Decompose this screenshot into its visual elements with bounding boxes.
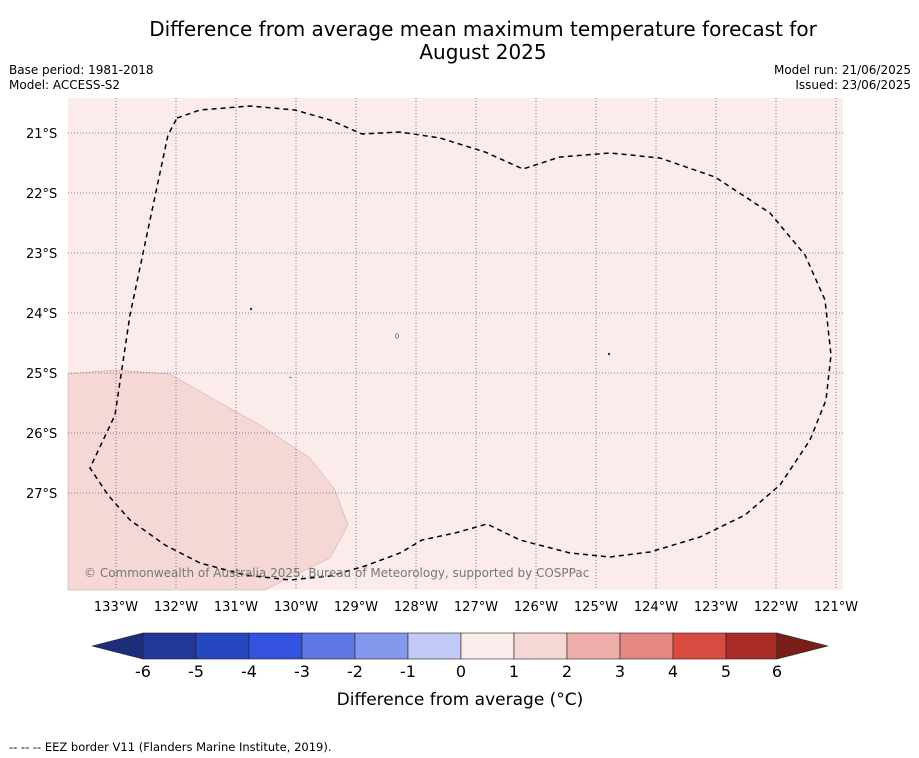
colorbar-tick: 2 — [562, 662, 572, 681]
colorbar-tick: -2 — [347, 662, 363, 681]
colorbar-tick: -5 — [188, 662, 204, 681]
colorbar-max-extend — [776, 632, 829, 660]
colorbar-bin — [142, 632, 197, 660]
eez-border — [89, 105, 832, 581]
lon-label: 121°W — [814, 600, 858, 615]
lat-label: 23°S — [26, 247, 57, 262]
colorbar-tick: -3 — [294, 662, 310, 681]
lat-label: 25°S — [26, 367, 57, 382]
colorbar-tick: -6 — [135, 662, 151, 681]
lon-label: 131°W — [214, 600, 258, 615]
lon-label: 130°W — [274, 600, 318, 615]
lon-label: 127°W — [454, 600, 498, 615]
colorbar-tick: 6 — [772, 662, 782, 681]
colorbar-tick: -4 — [241, 662, 257, 681]
model-run-text: Model run: 21/06/2025 — [773, 63, 911, 77]
lon-label: 128°W — [394, 600, 438, 615]
colorbar-bin — [672, 632, 727, 660]
colorbar-bin — [513, 632, 568, 660]
anomaly-region-1-2 — [67, 369, 349, 591]
colorbar-tick: -1 — [400, 662, 416, 681]
map-title: Difference from average mean maximum tem… — [0, 18, 919, 64]
latitude-labels: 21°S 22°S 23°S 24°S 25°S 26°S 27°S — [26, 127, 57, 502]
lat-label: 22°S — [26, 187, 57, 202]
lon-label: 122°W — [754, 600, 798, 615]
lon-label: 132°W — [154, 600, 198, 615]
meta-left: Base period: 1981-2018 Model: ACCESS-S2 — [9, 63, 154, 93]
lat-label: 27°S — [26, 487, 57, 502]
map-title-line1: Difference from average mean maximum tem… — [149, 17, 817, 41]
colorbar — [91, 632, 829, 660]
meridian-gridlines — [115, 98, 837, 590]
copyright-text: © Commonwealth of Australia 2025, Bureau… — [84, 566, 589, 580]
colorbar-label: Difference from average (°C) — [337, 690, 584, 710]
colorbar-bin — [619, 632, 674, 660]
parallel-gridlines — [68, 132, 843, 494]
meta-right: Model run: 21/06/2025 Issued: 23/06/2025 — [774, 63, 911, 93]
colorbar-bin — [354, 632, 409, 660]
lon-label: 124°W — [634, 600, 678, 615]
issued-text: Issued: 23/06/2025 — [795, 78, 911, 92]
model-text: Model: ACCESS-S2 — [9, 78, 121, 92]
colorbar-bin — [195, 632, 250, 660]
colorbar-bin — [725, 632, 778, 660]
lon-label: 125°W — [574, 600, 618, 615]
islands — [249, 307, 611, 379]
lat-label: 26°S — [26, 427, 57, 442]
lat-label: 21°S — [26, 127, 57, 142]
colorbar-tick: 4 — [668, 662, 678, 681]
colorbar-bin — [566, 632, 621, 660]
colorbar-min-extend — [91, 632, 144, 660]
colorbar-bin — [460, 632, 515, 660]
base-period-text: Base period: 1981-2018 — [9, 63, 154, 77]
lon-label: 126°W — [514, 600, 558, 615]
colorbar-tick: 5 — [721, 662, 731, 681]
lon-label: 123°W — [694, 600, 738, 615]
colorbar-bin — [301, 632, 356, 660]
colorbar-ticks: -6 -5 -4 -3 -2 -1 0 1 2 3 4 5 6 — [135, 662, 782, 681]
colorbar-bin — [248, 632, 303, 660]
colorbar-tick: 0 — [456, 662, 466, 681]
lat-label: 24°S — [26, 307, 57, 322]
lon-label: 133°W — [94, 600, 138, 615]
colorbar-bin — [407, 632, 462, 660]
colorbar-tick: 1 — [509, 662, 519, 681]
longitude-labels: 133°W 132°W 131°W 130°W 129°W 128°W 127°… — [94, 600, 858, 615]
lon-label: 129°W — [334, 600, 378, 615]
eez-footnote: -- -- -- EEZ border V11 (Flanders Marine… — [9, 740, 332, 754]
map-title-line2: August 2025 — [419, 40, 547, 64]
colorbar-tick: 3 — [615, 662, 625, 681]
